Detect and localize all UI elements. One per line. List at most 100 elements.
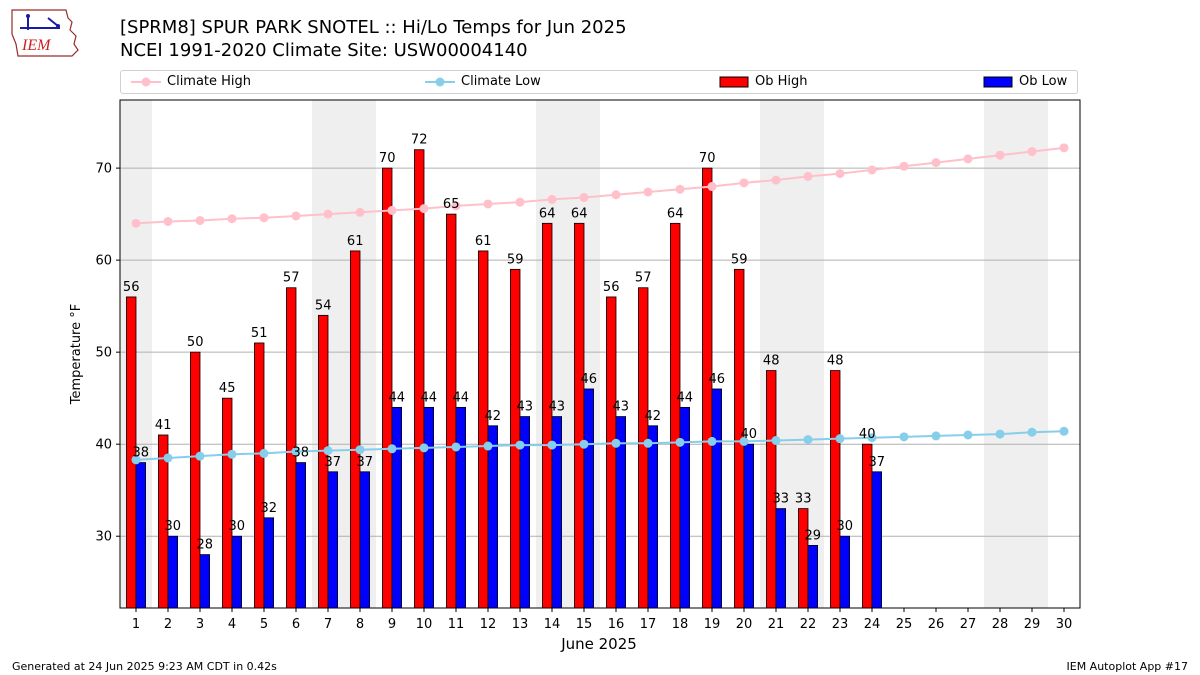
x-tick-label: 23 xyxy=(832,617,849,632)
x-tick-label: 17 xyxy=(640,617,657,632)
legend-label: Ob Low xyxy=(1019,74,1068,89)
ob-low-bar-value-label: 44 xyxy=(453,390,470,405)
climate-low-point xyxy=(579,439,589,449)
x-tick-label: 25 xyxy=(896,617,913,632)
climate-high-point xyxy=(227,214,237,224)
climate-high-point xyxy=(323,209,333,219)
y-tick-label: 60 xyxy=(95,254,112,269)
x-tick-label: 14 xyxy=(544,617,561,632)
ob-high-bar xyxy=(509,268,521,609)
ob-low-bar-value-label: 33 xyxy=(773,492,790,507)
climate-high-point xyxy=(611,190,621,200)
chart-subtitle: NCEI 1991-2020 Climate Site: USW00004140 xyxy=(120,40,528,61)
ob-low-bar xyxy=(423,406,435,609)
climate-low-point xyxy=(1059,426,1069,436)
app-id: IEM Autoplot App #17 xyxy=(1066,660,1189,673)
ob-low-bar-value-label: 30 xyxy=(837,519,854,534)
ob-high-bar xyxy=(413,149,425,609)
x-tick-label: 24 xyxy=(864,617,881,632)
ob-high-bar-value-label: 51 xyxy=(251,326,268,341)
climate-high-point xyxy=(675,184,685,194)
x-tick-label: 26 xyxy=(928,617,945,632)
x-tick-label: 10 xyxy=(416,617,433,632)
weekend-shade xyxy=(984,100,1016,608)
ob-low-bar xyxy=(839,535,851,609)
climate-low-point xyxy=(803,435,813,445)
climate-high-point xyxy=(195,216,205,226)
ob-high-bar xyxy=(638,287,649,609)
ob-low-bar-value-label: 46 xyxy=(709,372,726,387)
climate-low-point xyxy=(195,451,205,461)
ob-high-bar-value-label: 61 xyxy=(475,234,492,249)
ob-low-bar-value-label: 43 xyxy=(517,400,534,415)
ob-high-bar xyxy=(670,222,681,609)
x-tick-label: 4 xyxy=(228,617,236,632)
ob-low-bar-value-label: 32 xyxy=(261,501,278,516)
ob-low-bar xyxy=(359,471,371,609)
y-tick-label: 40 xyxy=(95,438,112,453)
climate-low-point xyxy=(227,449,237,459)
legend-climate-high: Climate High xyxy=(131,74,251,92)
ob-low-bar-value-label: 44 xyxy=(421,390,438,405)
climate-low-line xyxy=(135,430,1065,461)
x-axis-label: June 2025 xyxy=(560,635,637,653)
legend-ob-low: Ob Low xyxy=(983,74,1067,92)
ob-high-bar xyxy=(798,508,809,609)
climate-low-point xyxy=(291,447,301,457)
climate-high-point xyxy=(579,193,589,203)
climate-low-point xyxy=(163,453,173,463)
climate-low-point xyxy=(611,438,621,448)
legend: Climate High Climate Low Ob High Ob Low xyxy=(120,70,1078,94)
climate-high-point xyxy=(547,194,557,204)
climate-high-point xyxy=(483,199,493,209)
ob-high-bar xyxy=(702,167,713,609)
climate-low-point xyxy=(995,429,1005,439)
ob-low-bar-value-label: 30 xyxy=(229,519,246,534)
y-tick-label: 70 xyxy=(95,162,112,177)
ob-high-bar xyxy=(477,250,489,609)
ob-low-bar-value-label: 29 xyxy=(805,528,822,543)
x-tick-label: 5 xyxy=(260,617,268,632)
ob-low-bar-value-label: 40 xyxy=(741,427,758,442)
y-axis-label: Temperature °F xyxy=(69,304,84,405)
x-tick-label: 3 xyxy=(196,617,204,632)
x-tick-label: 19 xyxy=(704,617,721,632)
climate-high-point xyxy=(963,154,973,164)
ob-low-bar-value-label: 37 xyxy=(325,455,342,470)
ob-low-bar xyxy=(487,425,499,609)
ob-low-bar-value-label: 44 xyxy=(389,390,406,405)
ob-high-bar-value-label: 72 xyxy=(411,133,428,148)
climate-low-point xyxy=(835,434,845,444)
x-tick-label: 12 xyxy=(480,617,497,632)
ob-low-bar-value-label: 28 xyxy=(197,538,214,553)
ob-high-bar-value-label: 48 xyxy=(827,354,844,369)
climate-high-point xyxy=(867,165,877,175)
ob-high-bar-value-label: 64 xyxy=(667,206,684,221)
ob-low-bar-value-label: 42 xyxy=(485,409,502,424)
ob-low-bar xyxy=(807,545,819,609)
climate-high-point xyxy=(515,197,525,207)
climate-high-point xyxy=(1059,143,1069,153)
climate-low-point xyxy=(419,443,429,453)
climate-low-point xyxy=(707,436,717,446)
climate-low-point xyxy=(323,446,333,456)
legend-label: Climate High xyxy=(167,74,252,89)
climate-high-point xyxy=(771,175,781,185)
ob-high-bar-value-label: 59 xyxy=(507,252,524,267)
climate-high-point xyxy=(643,187,653,197)
x-tick-label: 13 xyxy=(512,617,529,632)
ob-high-bar xyxy=(766,370,777,609)
climate-high-point xyxy=(451,201,461,211)
climate-high-point xyxy=(355,207,365,217)
x-tick-label: 1 xyxy=(132,617,140,632)
ob-low-bar-value-label: 43 xyxy=(549,400,566,415)
climate-high-point xyxy=(419,204,429,214)
climate-low-point xyxy=(387,444,397,454)
climate-high-point xyxy=(995,150,1005,160)
ob-high-bar-value-label: 56 xyxy=(603,280,620,295)
ob-high-bar-value-label: 50 xyxy=(187,335,204,350)
climate-low-point xyxy=(259,448,269,458)
ob-high-bar-value-label: 56 xyxy=(123,280,140,295)
ob-high-bar xyxy=(606,296,617,609)
ob-low-bar xyxy=(391,406,403,609)
